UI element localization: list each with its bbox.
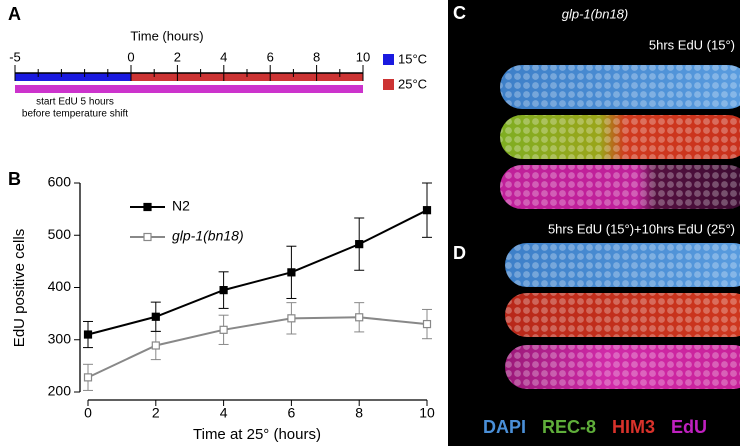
legend-label: 25°C	[398, 76, 427, 91]
data-point	[355, 240, 364, 249]
legend-swatch	[383, 79, 394, 90]
x-tick-label: 6	[267, 49, 274, 64]
legend-marker	[143, 232, 152, 242]
series-line	[87, 209, 428, 336]
stain-label: REC-8	[542, 417, 596, 437]
x-tick-label: 6	[288, 405, 296, 421]
data-point	[355, 313, 364, 322]
x-tick-label: 10	[356, 49, 370, 64]
data-point	[151, 312, 160, 321]
x-tick-label: 10	[419, 405, 435, 421]
x-tick-label: 0	[84, 405, 92, 421]
x-tick-label: 4	[220, 49, 227, 64]
stain-label: HIM3	[612, 417, 655, 437]
x-tick-label: 2	[152, 405, 160, 421]
micrographs	[500, 65, 740, 389]
legend-marker	[143, 202, 152, 212]
data-point	[287, 314, 296, 323]
series-line	[87, 316, 428, 379]
x-tick-label: 0	[127, 49, 134, 64]
x-tick-label: -5	[9, 49, 21, 64]
data-point	[422, 206, 432, 215]
nuclei	[500, 165, 740, 209]
y-tick-label: 400	[48, 278, 72, 294]
panel-label: B	[8, 169, 21, 189]
panel-label: A	[8, 4, 21, 24]
y-tick-label: 200	[48, 383, 72, 399]
data-point	[219, 286, 228, 295]
stain-label: EdU	[671, 417, 707, 437]
data-point	[151, 341, 160, 350]
x-tick-label: 8	[313, 49, 320, 64]
panel-label: C	[453, 3, 466, 23]
data-point	[83, 330, 93, 339]
data-point	[287, 268, 296, 277]
legend-swatch	[383, 54, 394, 65]
nuclei	[500, 65, 740, 109]
stain-label: DAPI	[483, 417, 526, 437]
image-caption: 5hrs EdU (15°)+10hrs EdU (25°)	[548, 221, 735, 236]
x-tick-label: 2	[174, 49, 181, 64]
legend-label: 15°C	[398, 51, 427, 66]
x-tick-label: 8	[355, 405, 363, 421]
edu-bar	[15, 85, 363, 93]
temperature-segment	[15, 73, 131, 81]
annotation: start EdU 5 hours	[36, 97, 114, 108]
timeline-title: Time (hours)	[130, 28, 203, 43]
y-tick-label: 300	[48, 330, 72, 346]
x-axis-label: Time at 25° (hours)	[193, 426, 321, 443]
data-point	[83, 373, 93, 382]
y-tick-label: 500	[48, 226, 72, 242]
y-axis-label: EdU positive cells	[11, 229, 28, 347]
nuclei	[505, 293, 740, 337]
image-caption: 5hrs EdU (15°)	[649, 37, 735, 52]
legend-label: N2	[172, 198, 190, 214]
strain-label: glp-1(bn18)	[562, 6, 629, 21]
nuclei	[505, 243, 740, 287]
legend-label: glp-1(bn18)	[172, 228, 244, 244]
annotation: before temperature shift	[22, 109, 128, 120]
x-tick-label: 4	[220, 405, 228, 421]
data-point	[422, 319, 432, 329]
panel-label: D	[453, 243, 466, 263]
y-tick-label: 600	[48, 174, 72, 190]
nuclei	[500, 115, 740, 159]
nuclei	[505, 345, 740, 389]
data-point	[219, 325, 228, 334]
